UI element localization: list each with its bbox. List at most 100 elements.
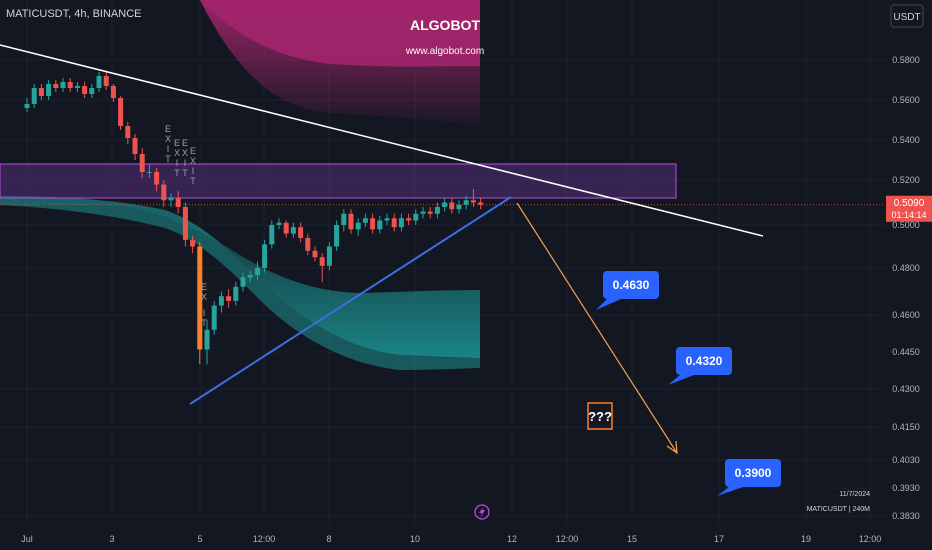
time-tick-label: 12 [507, 534, 517, 544]
candle [67, 78, 73, 92]
candle-body [139, 154, 145, 172]
projection-line[interactable] [516, 202, 678, 454]
signal-letter: T [165, 154, 171, 164]
candle [406, 213, 412, 225]
time-tick-labels: Jul 3 5 12:00 8 10 12 12:00 15 17 19 12:00 [21, 534, 881, 544]
candle-body [204, 329, 210, 350]
time-tick-label: 8 [326, 534, 331, 544]
resistance-trendline[interactable] [0, 44, 764, 237]
symbol-info: MATICUSDT, 4h, BINANCE [6, 8, 142, 20]
signal-letter: T [190, 176, 196, 186]
footer-date: 11/7/2024 [839, 491, 870, 498]
candle-body [470, 200, 476, 203]
target-label[interactable]: 0.3900 [717, 459, 781, 496]
target-label-text: 0.4630 [613, 278, 650, 292]
candle [305, 233, 311, 256]
brand-title: ALGOBOT [410, 17, 480, 33]
candle-body [478, 202, 484, 205]
candle [211, 300, 217, 335]
signal-letter: E [182, 138, 188, 148]
candle-body [218, 296, 224, 306]
candle [413, 209, 419, 225]
candle-body [326, 246, 332, 266]
target-label[interactable]: 0.4630 [596, 271, 659, 310]
candle-body [362, 218, 368, 223]
candle-body [449, 202, 455, 210]
candle [420, 207, 426, 219]
candle [139, 148, 145, 178]
candle [182, 202, 188, 247]
signal-letter: I [176, 158, 179, 168]
currency-button[interactable]: USDT [890, 4, 924, 28]
current-price-value: 0.5090 [894, 198, 925, 209]
candle [240, 272, 246, 292]
candle-body [391, 218, 397, 228]
candle [247, 270, 253, 283]
question-box-text: ??? [588, 409, 612, 424]
price-axis[interactable]: 0.5800 0.5600 0.5400 0.5200 0.5000 0.4800 0.46… [885, 0, 932, 550]
lightning-icon[interactable] [474, 504, 490, 520]
candle-body [370, 218, 376, 230]
candle [161, 180, 167, 207]
candle-body [118, 98, 124, 126]
price-tick-label: 0.4450 [892, 347, 920, 357]
signal-letter: X [190, 156, 196, 166]
bar-countdown: 01:14:14 [891, 210, 926, 220]
candle [46, 80, 52, 100]
candle-body [283, 222, 289, 234]
candle-body [175, 198, 181, 207]
target-label[interactable]: 0.4320 [668, 347, 732, 385]
candle-body [334, 225, 340, 247]
target-labels-layer: 0.4630 0.4320 0.3900 [596, 271, 781, 496]
candle-body [420, 211, 426, 214]
projection-arrowhead [666, 440, 678, 455]
candle [398, 213, 404, 232]
price-tick-label: 0.3830 [892, 511, 920, 521]
price-tick-label: 0.4030 [892, 455, 920, 465]
candle-body [211, 305, 217, 330]
candle-body [197, 246, 203, 350]
candle-body [233, 286, 239, 301]
candle [154, 168, 160, 192]
price-tick-labels: 0.5800 0.5600 0.5400 0.5200 0.5000 0.4800 0.46… [892, 55, 920, 521]
signal-letter: E [174, 138, 180, 148]
candle [132, 134, 138, 160]
candle-body [132, 138, 138, 154]
candle-body [74, 86, 80, 88]
candle [262, 240, 268, 273]
candle-body [377, 220, 383, 230]
signal-letter: T [201, 318, 207, 328]
candle [326, 242, 332, 271]
time-axis[interactable]: Jul 3 5 12:00 8 10 12 12:00 15 17 19 12:00 [0, 525, 885, 550]
candle [96, 72, 102, 92]
candle-body [298, 227, 304, 238]
target-label-box [676, 347, 732, 375]
time-tick-label: 12:00 [253, 534, 276, 544]
candle-body [413, 213, 419, 221]
question-box[interactable]: ??? [587, 402, 613, 430]
candle [146, 164, 152, 178]
upper-band-top [200, 0, 480, 67]
candle [283, 220, 289, 238]
target-label-text: 0.4320 [686, 354, 723, 368]
candle [125, 122, 131, 144]
candle-body [319, 257, 325, 266]
time-tick-label: 15 [627, 534, 637, 544]
candle-body [254, 268, 260, 276]
candle [168, 193, 174, 207]
candle-body [398, 218, 404, 228]
target-label-pointer [596, 299, 621, 310]
candle-body [427, 211, 433, 214]
candle-body [53, 84, 59, 88]
price-tick-label: 0.4300 [892, 384, 920, 394]
candle [204, 319, 210, 365]
candle [118, 96, 124, 130]
support-trendline[interactable] [189, 196, 512, 405]
signal-letter: E [165, 124, 171, 134]
candle-body [161, 184, 167, 201]
candle [456, 200, 462, 214]
candle-body [406, 218, 412, 221]
